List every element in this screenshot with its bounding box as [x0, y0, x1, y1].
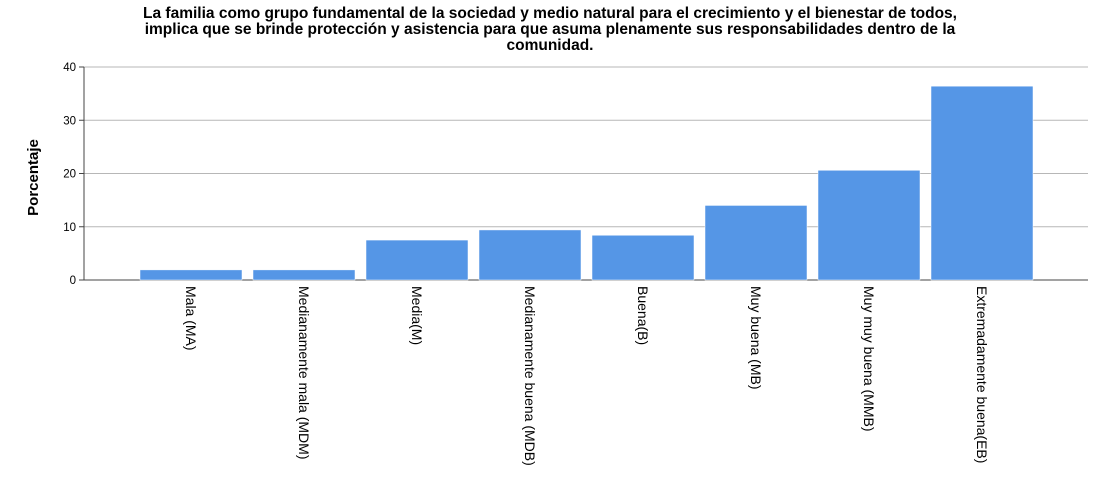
bar [930, 85, 1034, 281]
bar [365, 239, 469, 281]
y-axis-label: Porcentaje [25, 139, 42, 216]
chart-title: La familia como grupo fundamental de la … [0, 6, 1100, 54]
y-tick-label: 40 [63, 62, 76, 74]
bar [704, 205, 808, 281]
x-tick-label: Medianamente mala (MDM) [296, 286, 312, 460]
x-tick-label: Buena(B) [635, 286, 651, 345]
x-tick-label: Media(M) [409, 286, 425, 345]
x-tick-label: Muy muy buena (MMB) [861, 286, 877, 431]
bar [817, 170, 921, 281]
x-tick-label: Mala (MA) [183, 286, 199, 351]
y-tick-label: 30 [63, 115, 76, 127]
x-tick-label: Muy buena (MB) [748, 286, 764, 389]
x-tick-label: Extremadamente buena(EB) [974, 286, 990, 463]
chart-title-line-1: La familia como grupo fundamental de la … [143, 5, 957, 22]
x-tick-label: Medianamente buena (MDB) [522, 286, 538, 466]
chart-title-line-3: comunidad. [506, 37, 594, 54]
bar [252, 269, 356, 281]
chart-title-line-2: implica que se brinde protección y asist… [144, 21, 956, 38]
y-tick-label: 0 [70, 275, 76, 287]
y-tick-label: 10 [63, 222, 76, 234]
y-tick-label: 20 [63, 169, 76, 181]
bar [139, 269, 243, 281]
bar [591, 235, 695, 281]
bar [478, 229, 582, 281]
